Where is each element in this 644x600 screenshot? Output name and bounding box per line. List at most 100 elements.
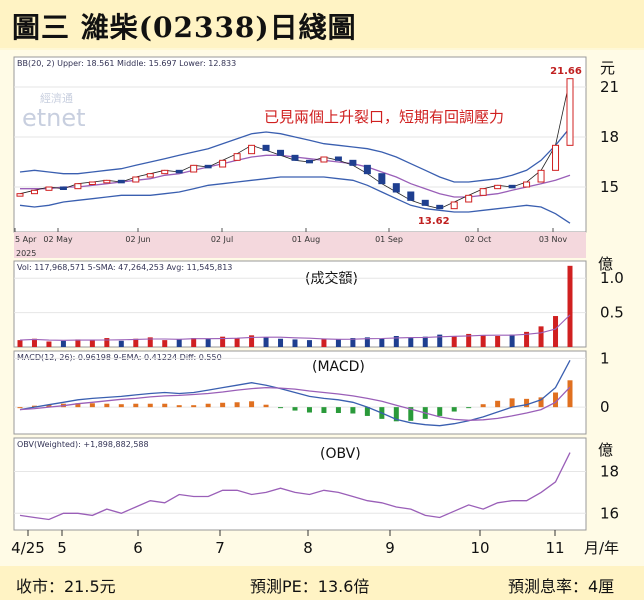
price-candle-23 bbox=[349, 159, 357, 166]
watermark-bottom: etnet bbox=[22, 104, 86, 132]
price-candle-18 bbox=[277, 149, 285, 156]
volume-bar-1 bbox=[31, 338, 37, 347]
volume-bar-17 bbox=[263, 337, 269, 347]
macd-histogram-bar-4 bbox=[75, 403, 81, 408]
volume-bar-10 bbox=[162, 340, 168, 347]
price-tick-label-0: 15 bbox=[600, 178, 619, 196]
month-tick-label-5: 9 bbox=[385, 539, 395, 557]
volume-bar-3 bbox=[60, 340, 66, 347]
volume-bar-11 bbox=[176, 339, 182, 347]
price-candle-2 bbox=[45, 186, 53, 191]
volume-bar-35 bbox=[524, 331, 530, 347]
date-band bbox=[14, 232, 586, 258]
macd-histogram-bar-38 bbox=[567, 380, 573, 408]
month-tick-label-7: 11 bbox=[545, 539, 564, 557]
price-candle-38 bbox=[566, 78, 574, 146]
volume-bar-32 bbox=[480, 335, 486, 347]
macd-histogram-bar-14 bbox=[220, 402, 226, 408]
volume-bar-30 bbox=[451, 335, 457, 347]
volume-bar-13 bbox=[205, 338, 211, 347]
price-candle-17 bbox=[262, 144, 270, 151]
title-bar: 圖三 濰柴(02338)日綫圖 bbox=[0, 0, 644, 48]
volume-bar-22 bbox=[335, 339, 341, 347]
price-candle-22 bbox=[334, 156, 342, 161]
volume-bar-4 bbox=[75, 339, 81, 347]
volume-bar-25 bbox=[379, 338, 385, 347]
price-candle-32 bbox=[479, 188, 487, 196]
macd-tick-label-0: 0 bbox=[600, 398, 610, 416]
volume-tick-label-1: 1.0 bbox=[600, 269, 624, 287]
price-candle-35 bbox=[523, 181, 531, 188]
macd-line bbox=[19, 359, 571, 427]
price-candle-20 bbox=[305, 159, 313, 164]
price-candle-10 bbox=[161, 169, 169, 175]
volume-panel-bg bbox=[13, 260, 587, 348]
macd-histogram-bar-7 bbox=[118, 404, 124, 408]
bb-lower-line bbox=[19, 176, 571, 224]
volume-tick-label-0: 0.5 bbox=[600, 304, 624, 322]
price-candle-29 bbox=[436, 204, 444, 210]
volume-bar-18 bbox=[278, 338, 284, 347]
volume-bar-5 bbox=[89, 340, 95, 347]
obv-indicator-label: OBV(Weighted): +1,898,882,588 bbox=[17, 440, 149, 449]
volume-bar-19 bbox=[292, 339, 298, 347]
obv-panel-bg bbox=[13, 437, 587, 531]
low-price-label: 13.62 bbox=[418, 216, 450, 227]
price-candle-3 bbox=[59, 186, 67, 190]
price-candle-31 bbox=[465, 194, 473, 203]
macd-histogram-bar-31 bbox=[466, 407, 472, 409]
macd-histogram-bar-16 bbox=[249, 401, 255, 408]
high-price-label: 21.66 bbox=[550, 66, 582, 77]
obv-caption: (OBV) bbox=[320, 446, 361, 462]
date-tick-label-2: 02 Jun bbox=[125, 235, 150, 244]
volume-bar-9 bbox=[147, 337, 153, 347]
month-tick-label-6: 10 bbox=[470, 539, 489, 557]
month-tick-label-0: 4/25 bbox=[11, 539, 45, 557]
month-tick-label-3: 7 bbox=[215, 539, 225, 557]
price-candle-8 bbox=[132, 176, 140, 183]
bb-upper-line bbox=[19, 127, 571, 183]
price-candle-15 bbox=[233, 153, 241, 161]
macd-panel-bg bbox=[13, 350, 587, 435]
price-candle-9 bbox=[146, 173, 154, 178]
macd-indicator-label: MACD(12, 26): 0.96198 9-EMA: 0.41224 Dif… bbox=[17, 353, 222, 362]
date-tick-label-7: 03 Nov bbox=[539, 235, 568, 244]
date-tick-label-1: 02 May bbox=[43, 235, 73, 244]
volume-bar-6 bbox=[104, 338, 110, 347]
macd-histogram-bar-10 bbox=[162, 403, 168, 408]
price-candle-0 bbox=[16, 193, 24, 197]
macd-histogram-bar-1 bbox=[31, 405, 37, 408]
volume-bar-2 bbox=[46, 341, 52, 347]
volume-bar-21 bbox=[321, 338, 327, 347]
macd-histogram-bar-26 bbox=[393, 407, 399, 422]
price-tick-label-2: 21 bbox=[600, 78, 619, 96]
macd-histogram-bar-12 bbox=[191, 405, 197, 408]
price-candle-34 bbox=[508, 184, 516, 189]
month-tick-label-4: 8 bbox=[303, 539, 313, 557]
volume-bar-36 bbox=[538, 326, 544, 347]
volume-bar-16 bbox=[249, 335, 255, 347]
price-candle-14 bbox=[219, 159, 227, 168]
volume-bar-14 bbox=[220, 336, 226, 347]
price-candle-7 bbox=[117, 179, 125, 184]
obv-line bbox=[19, 452, 571, 521]
price-candle-28 bbox=[421, 199, 429, 206]
macd-histogram-bar-23 bbox=[350, 407, 356, 414]
month-tick-label-2: 6 bbox=[133, 539, 143, 557]
macd-histogram-bar-5 bbox=[89, 403, 95, 408]
volume-bar-34 bbox=[509, 334, 515, 347]
macd-histogram-bar-8 bbox=[133, 403, 139, 408]
macd-histogram-bar-36 bbox=[538, 397, 544, 408]
footer-close-price: 收市：21.5元 bbox=[16, 577, 116, 596]
macd-histogram-bar-20 bbox=[306, 407, 312, 413]
macd-histogram-bar-27 bbox=[408, 407, 414, 421]
date-tick-label-0: 5 Apr bbox=[15, 235, 37, 244]
macd-histogram-bar-24 bbox=[364, 407, 370, 416]
volume-unit: 億 bbox=[598, 255, 613, 273]
macd-histogram-bar-21 bbox=[321, 407, 327, 414]
macd-histogram-bar-30 bbox=[451, 407, 457, 412]
macd-histogram-bar-13 bbox=[205, 403, 211, 408]
volume-bar-15 bbox=[234, 338, 240, 347]
volume-bar-26 bbox=[393, 335, 399, 347]
